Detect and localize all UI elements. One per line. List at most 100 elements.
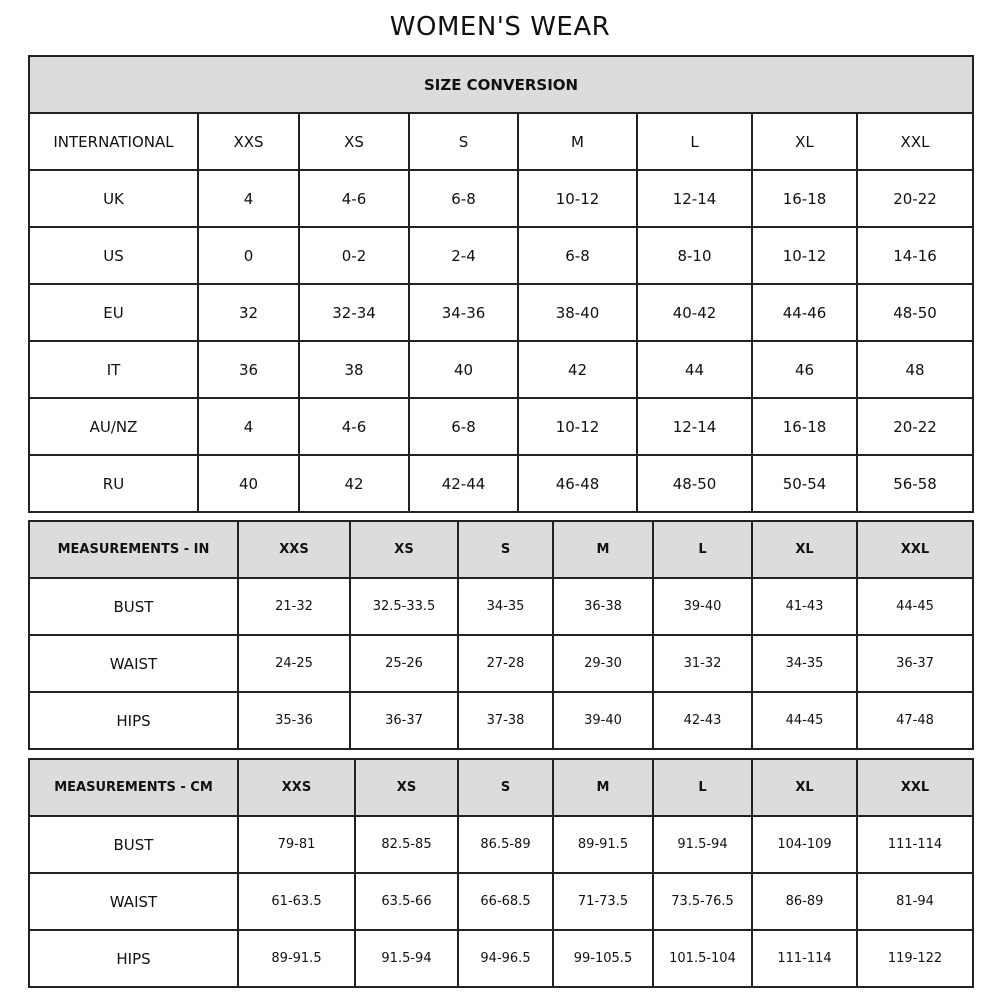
measurements-in-table: MEASUREMENTS - IN XXS XS S M L XL XXL BUST 21-32 3…	[28, 520, 974, 750]
column-header: XL	[751, 520, 858, 579]
table-cell: 82.5-85	[354, 815, 459, 874]
row-label-header: MEASUREMENTS - CM	[28, 758, 239, 817]
table-cell: 101.5-104	[652, 929, 753, 988]
table-cell: 0-2	[298, 226, 410, 285]
table-cell: 16-18	[751, 397, 858, 456]
row-label: US	[28, 226, 199, 285]
table-cell: 38-40	[517, 283, 638, 342]
table-cell: 44-45	[856, 577, 974, 636]
table-cell: 40	[197, 454, 300, 513]
table-row: IT 36 38 40 42 44 46 48	[28, 340, 975, 399]
row-label: WAIST	[28, 872, 239, 931]
table-cell: 8-10	[636, 226, 753, 285]
table-cell: 2-4	[408, 226, 519, 285]
table-cell: 4	[197, 397, 300, 456]
table-header-row: INTERNATIONAL XXS XS S M L XL XXL	[28, 112, 975, 171]
table-banner: SIZE CONVERSION	[27, 55, 975, 114]
column-header: XS	[298, 112, 410, 171]
table-cell: 111-114	[751, 929, 858, 988]
page-title: WOMEN'S WEAR	[389, 12, 611, 42]
table-cell: 21-32	[237, 577, 351, 636]
table-cell: 104-109	[751, 815, 858, 874]
row-label: HIPS	[28, 691, 239, 750]
row-label: AU/NZ	[28, 397, 199, 456]
table-cell: 4-6	[298, 169, 410, 228]
table-cell: 34-36	[408, 283, 519, 342]
column-header: S	[457, 758, 554, 817]
row-label: IT	[28, 340, 199, 399]
table-cell: 29-30	[552, 634, 654, 693]
table-row: EU 32 32-34 34-36 38-40 40-42 44-46 48-50	[28, 283, 975, 342]
table-cell: 41-43	[751, 577, 858, 636]
table-cell: 111-114	[856, 815, 974, 874]
table-cell: 16-18	[751, 169, 858, 228]
table-cell: 37-38	[457, 691, 554, 750]
table-cell: 39-40	[552, 691, 654, 750]
table-cell: 12-14	[636, 169, 753, 228]
table-header-row: MEASUREMENTS - IN XXS XS S M L XL XXL	[28, 520, 974, 579]
table-cell: 31-32	[652, 634, 753, 693]
table-cell: 79-81	[237, 815, 356, 874]
table-row: WAIST 24-25 25-26 27-28 29-30 31-32 34-35 36-37	[28, 634, 974, 693]
column-header: XXS	[237, 520, 351, 579]
table-cell: 10-12	[517, 397, 638, 456]
table-cell: 24-25	[237, 634, 351, 693]
table-cell: 86-89	[751, 872, 858, 931]
table-row: BUST 21-32 32.5-33.5 34-35 36-38 39-40 41-43 44…	[28, 577, 974, 636]
table-cell: 6-8	[517, 226, 638, 285]
table-cell: 38	[298, 340, 410, 399]
row-label: HIPS	[28, 929, 239, 988]
table-cell: 36-37	[349, 691, 459, 750]
row-label: UK	[28, 169, 199, 228]
table-cell: 46	[751, 340, 858, 399]
row-label-header: MEASUREMENTS - IN	[28, 520, 239, 579]
table-cell: 86.5-89	[457, 815, 554, 874]
table-cell: 48-50	[855, 283, 975, 342]
table-cell: 32	[197, 283, 300, 342]
column-header: M	[552, 758, 654, 817]
table-cell: 40	[408, 340, 519, 399]
row-label: BUST	[28, 577, 239, 636]
table-cell: 35-36	[237, 691, 351, 750]
table-cell: 36-37	[856, 634, 974, 693]
column-header: XXL	[855, 112, 975, 171]
column-header: XL	[751, 112, 858, 171]
table-cell: 94-96.5	[457, 929, 554, 988]
table-cell: 12-14	[636, 397, 753, 456]
column-header: XXS	[237, 758, 356, 817]
table-cell: 73.5-76.5	[652, 872, 753, 931]
row-label: WAIST	[28, 634, 239, 693]
row-label: RU	[28, 454, 199, 513]
measurements-cm-table: MEASUREMENTS - CM XXS XS S M L XL XXL BUST 79-81 8…	[28, 758, 974, 988]
table-cell: 20-22	[855, 397, 975, 456]
table-cell: 89-91.5	[237, 929, 356, 988]
column-header: L	[636, 112, 753, 171]
table-cell: 4-6	[298, 397, 410, 456]
table-cell: 71-73.5	[552, 872, 654, 931]
table-cell: 44	[636, 340, 753, 399]
row-label: EU	[28, 283, 199, 342]
column-header: XXL	[856, 758, 974, 817]
row-label: BUST	[28, 815, 239, 874]
table-cell: 44-46	[751, 283, 858, 342]
table-cell: 91.5-94	[652, 815, 753, 874]
table-cell: 32.5-33.5	[349, 577, 459, 636]
column-header: M	[517, 112, 638, 171]
table-cell: 89-91.5	[552, 815, 654, 874]
table-cell: 40-42	[636, 283, 753, 342]
table-cell: 0	[197, 226, 300, 285]
table-cell: 10-12	[517, 169, 638, 228]
table-cell: 46-48	[517, 454, 638, 513]
column-header: M	[552, 520, 654, 579]
table-cell: 36	[197, 340, 300, 399]
table-cell: 91.5-94	[354, 929, 459, 988]
table-header-row: MEASUREMENTS - CM XXS XS S M L XL XXL	[28, 758, 974, 817]
table-row: RU 40 42 42-44 46-48 48-50 50-54 56-58	[28, 454, 975, 513]
table-cell: 50-54	[751, 454, 858, 513]
table-cell: 61-63.5	[237, 872, 356, 931]
table-cell: 6-8	[408, 169, 519, 228]
table-cell: 36-38	[552, 577, 654, 636]
table-cell: 42-43	[652, 691, 753, 750]
column-header: XL	[751, 758, 858, 817]
table-cell: 25-26	[349, 634, 459, 693]
